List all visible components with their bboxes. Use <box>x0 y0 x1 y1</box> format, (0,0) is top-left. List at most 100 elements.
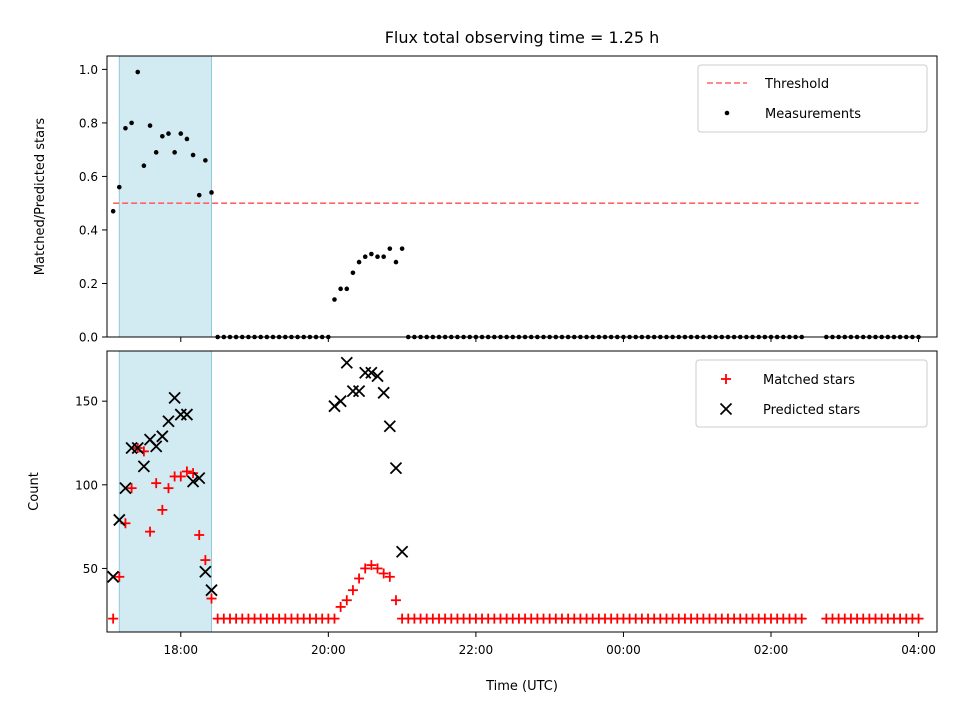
top-y-axis-label: Matched/Predicted stars <box>33 118 48 276</box>
matched-star-point <box>200 555 211 566</box>
predicted-star-point <box>156 430 169 443</box>
predicted-star-point <box>365 366 378 379</box>
matched-star-point <box>329 613 340 624</box>
matched-star-point <box>335 601 346 612</box>
measurement-point <box>362 254 368 260</box>
observing-window-shade-bottom <box>118 350 213 633</box>
predicted-star-point <box>389 461 403 475</box>
predicted-star-point <box>199 565 212 578</box>
y-tick-label: 0.4 <box>79 223 98 237</box>
predicted-star-point <box>334 395 347 408</box>
matched-star-point <box>360 563 371 574</box>
measurement-point <box>332 297 337 302</box>
measurement-point <box>110 208 116 214</box>
chart-title: Flux total observing time = 1.25 h <box>385 28 660 47</box>
measurement-point <box>178 131 184 136</box>
matched-star-point <box>347 585 358 596</box>
y-tick-label: 0.8 <box>79 116 98 130</box>
measurement-point <box>375 254 380 260</box>
measurement-point <box>123 125 128 131</box>
measurement-point <box>184 136 190 142</box>
x-axis-label: Time (UTC) <box>485 679 558 694</box>
matched-star-point <box>157 504 168 515</box>
legend-label: Threshold <box>764 77 829 92</box>
matched-star-point <box>181 466 192 477</box>
predicted-star-point <box>180 408 194 421</box>
observing-window-band <box>118 55 213 338</box>
matched-star-point <box>151 478 162 489</box>
measurement-point <box>153 150 159 155</box>
y-tick-label: 0.2 <box>79 277 98 291</box>
legend-label: Predicted stars <box>763 403 860 418</box>
bottom-y-axis-label: Count <box>27 472 42 511</box>
y-tick-label: 0.0 <box>79 331 98 345</box>
predicted-star-point <box>193 471 206 485</box>
measurement-point <box>166 131 171 136</box>
predicted-star-point <box>119 482 132 495</box>
x-tick-label: 18:00 <box>163 643 198 657</box>
y-tick-label: 1.0 <box>79 63 98 77</box>
measurement-point <box>196 192 202 198</box>
matched-star-point <box>206 593 217 604</box>
measurement-point <box>399 246 405 251</box>
top-x-ticks <box>180 337 920 342</box>
matched-stars-series <box>108 443 924 624</box>
bottom-legend: Matched stars Predicted stars <box>695 359 928 428</box>
x-tick-label: 02:00 <box>754 643 789 657</box>
measurement-point <box>203 158 208 163</box>
matched-star-point <box>114 571 125 582</box>
predicted-star-point <box>150 440 163 453</box>
observing-window-band <box>118 350 213 633</box>
y-tick-label: 150 <box>75 395 98 409</box>
matched-star-point <box>188 468 199 479</box>
predicted-star-point <box>137 460 151 473</box>
legend-measurements-swatch <box>724 110 730 116</box>
measurement-point <box>160 133 165 139</box>
predicted-star-point <box>340 356 353 369</box>
y-tick-label: 0.6 <box>79 170 98 184</box>
matched-star-point <box>126 483 137 494</box>
predicted-star-point <box>371 369 384 383</box>
predicted-stars-series <box>107 356 409 597</box>
measurement-point <box>190 152 196 158</box>
matched-star-point <box>384 571 395 582</box>
matched-star-point <box>145 526 156 537</box>
legend-label: Matched stars <box>763 373 855 388</box>
measurement-point <box>135 69 141 75</box>
x-tick-label: 04:00 <box>901 643 936 657</box>
predicted-star-point <box>352 385 366 398</box>
measurement-point <box>338 286 343 292</box>
bottom-y-ticks: 50 100 150 <box>75 395 107 576</box>
measurement-point <box>387 246 393 251</box>
bottom-x-ticks: 18:00 20:00 22:00 00:00 02:00 04:00 <box>163 632 936 657</box>
matched-star-point <box>341 595 352 606</box>
predicted-star-point <box>162 415 175 428</box>
top-y-ticks: 0.0 0.2 0.4 0.6 0.8 1.0 <box>79 63 107 345</box>
measurement-point <box>356 259 362 265</box>
matched-star-point <box>796 613 807 624</box>
predicted-star-point <box>383 420 396 433</box>
predicted-star-point <box>205 584 218 597</box>
bottom-panel: 18:00 20:00 22:00 00:00 02:00 04:00 50100150 … <box>27 350 938 694</box>
matched-star-point <box>108 613 119 624</box>
predicted-star-point <box>395 545 409 558</box>
measurement-point <box>369 251 374 257</box>
matched-star-point <box>366 560 377 571</box>
matched-star-point <box>175 471 186 482</box>
matched-star-point <box>390 595 401 606</box>
measurement-point <box>116 184 122 190</box>
top-legend: Threshold Measurements <box>697 64 928 133</box>
measurement-point <box>393 259 399 265</box>
legend-frame <box>695 359 928 428</box>
measurement-point <box>344 286 350 292</box>
matched-star-point <box>163 483 174 494</box>
y-tick-label: 50 <box>83 562 98 576</box>
measurement-point <box>129 120 134 126</box>
predicted-star-point <box>168 391 181 404</box>
predicted-star-point <box>186 475 200 488</box>
matched-star-point <box>378 568 389 579</box>
measurement-point <box>172 150 177 155</box>
top-panel: 0.0 0.2 0.4 0.6 0.8 1.0 Matched/Predicted sta… <box>33 55 938 345</box>
matched-star-point <box>913 613 924 624</box>
